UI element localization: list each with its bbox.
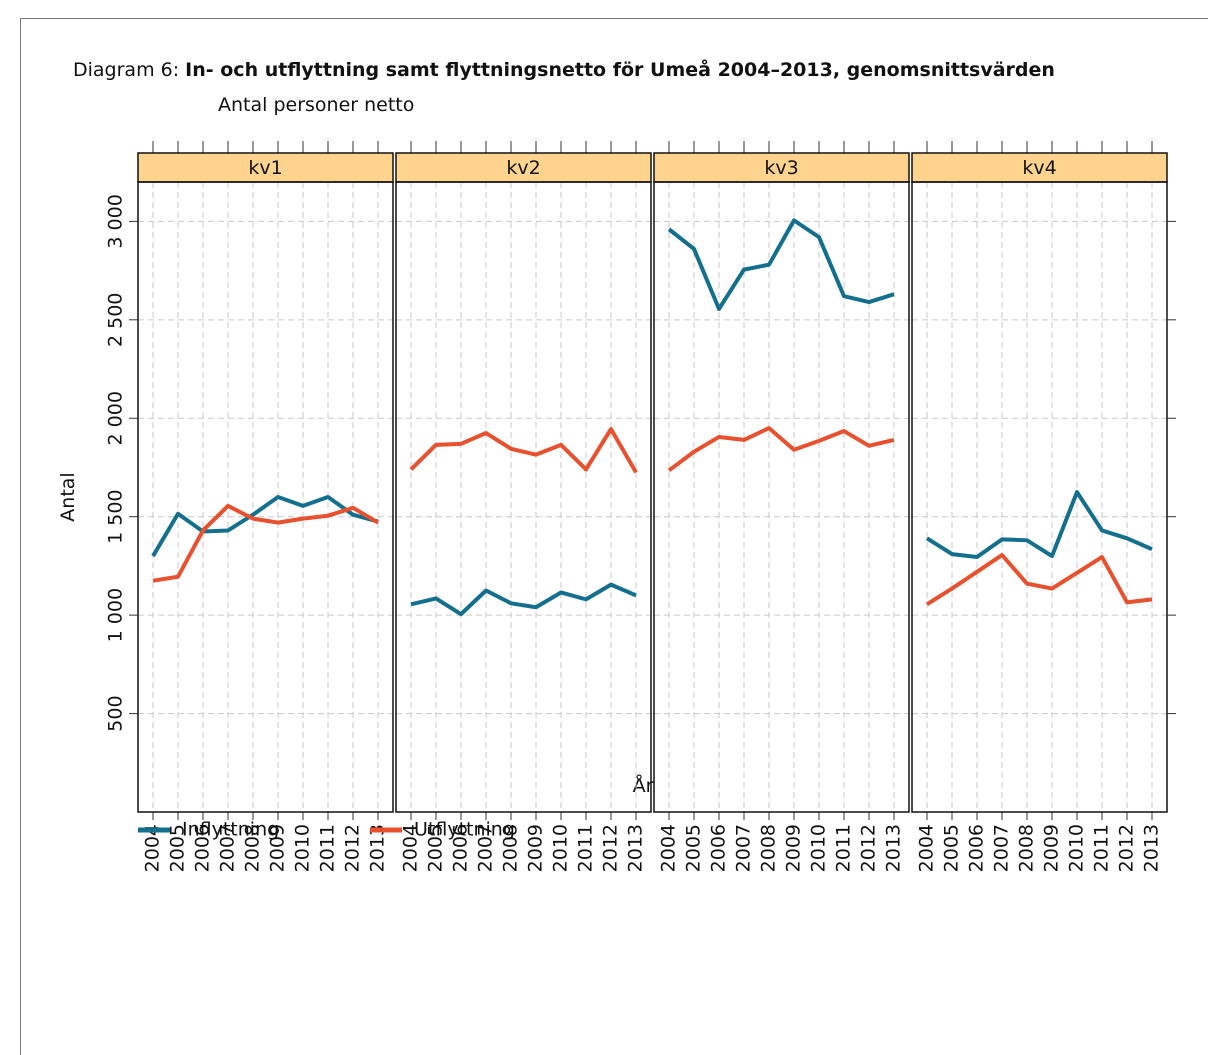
x-tick-label: 2007: [475, 824, 497, 872]
x-tick-label: 2005: [941, 824, 963, 872]
line: [151, 495, 379, 558]
x-tick-label: 2004: [916, 824, 938, 872]
y-tick-label: 3 000: [105, 194, 127, 248]
y-tick-label: 500: [105, 695, 127, 731]
x-tick-label: 2009: [267, 824, 289, 872]
x-tick-label: 2009: [783, 824, 805, 872]
title-main: In- och utflyttning samt flyttningsnetto…: [185, 57, 1055, 81]
x-tick-label: 2006: [966, 824, 988, 872]
x-tick-label: 2013: [883, 824, 905, 872]
x-tick-label: 2012: [1116, 824, 1138, 872]
x-tick-label: 2004: [400, 824, 422, 872]
x-tick-label: 2009: [1041, 824, 1063, 872]
line: [925, 553, 1153, 606]
panel-border: [911, 181, 1168, 813]
y-axis-label: Antal: [57, 472, 79, 521]
panel-border: [653, 181, 910, 813]
x-tick-label: 2011: [833, 824, 855, 872]
x-tick-label: 2005: [683, 824, 705, 872]
strip-label: kv2: [506, 157, 540, 179]
x-tick-label: 2008: [500, 824, 522, 872]
x-tick-label: 2013: [625, 824, 647, 872]
y-tick-label: 2 500: [105, 293, 127, 347]
x-tick-label: 2011: [317, 824, 339, 872]
strip: [395, 152, 652, 183]
x-tick-label: 2008: [1016, 824, 1038, 872]
line: [152, 503, 380, 583]
x-tick-label: 2012: [342, 824, 364, 872]
x-tick-label: 2009: [525, 824, 547, 872]
line: [667, 218, 895, 311]
y-tick-label: 1 500: [105, 489, 127, 543]
x-tick-label: 2005: [167, 824, 189, 872]
x-tick-label: 2010: [292, 824, 314, 872]
x-tick-label: 2007: [217, 824, 239, 872]
line: [925, 490, 1153, 560]
x-tick-label: 2010: [550, 824, 572, 872]
panel-border: [395, 181, 652, 813]
x-tick-label: 2004: [658, 824, 680, 872]
y-tick-label: 1 000: [105, 588, 127, 642]
strip-label: kv4: [1022, 157, 1056, 179]
x-tick-label: 2008: [242, 824, 264, 872]
legend-label: Inflyttning: [182, 819, 279, 841]
x-tick-label: 2011: [1091, 824, 1113, 872]
x-tick-label: 2006: [192, 824, 214, 872]
strip-label: kv1: [248, 157, 282, 179]
x-tick-label: 2010: [808, 824, 830, 872]
x-tick-label: 2007: [991, 824, 1013, 872]
x-tick-label: 2006: [450, 824, 472, 872]
legend-label: Utflyttning: [414, 819, 515, 841]
x-tick-label: 2004: [142, 824, 164, 872]
line: [667, 426, 895, 473]
frame: [20, 18, 1208, 1055]
line: [410, 582, 637, 617]
title-prefix: Diagram 6:: [73, 59, 179, 81]
strip-label: kv3: [764, 157, 798, 179]
x-tick-label: 2006: [708, 824, 730, 872]
y-tick-label: 2 000: [105, 391, 127, 445]
x-tick-label: 2013: [1141, 824, 1163, 872]
x-tick-label: 2012: [858, 824, 880, 872]
x-tick-label: 2005: [425, 824, 447, 872]
x-axis-label: År: [633, 774, 654, 797]
x-tick-label: 2011: [575, 824, 597, 872]
x-tick-label: 2008: [758, 824, 780, 872]
panel-border: [137, 181, 394, 813]
line: [409, 427, 638, 474]
x-tick-label: 2013: [367, 824, 389, 872]
x-tick-label: 2010: [1066, 824, 1088, 872]
chart-title: Diagram 6: In- och utflyttning samt flyt…: [73, 57, 1055, 81]
x-tick-label: 2007: [733, 824, 755, 872]
x-tick-label: 2012: [600, 824, 622, 872]
subtitle: Antal personer netto: [218, 94, 414, 116]
